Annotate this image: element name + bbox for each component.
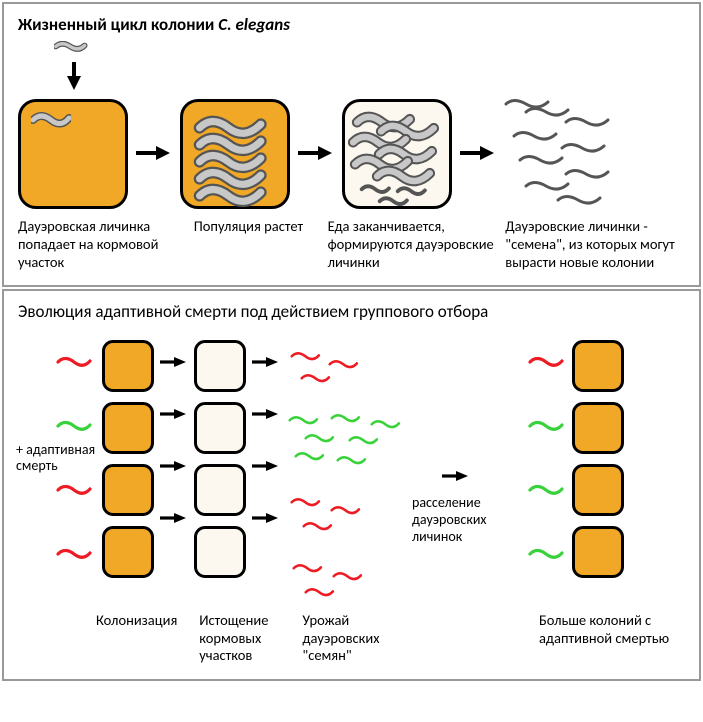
- panel2-bottom-labels: Колонизация Истощение кормовых участков …: [18, 612, 685, 664]
- lifecycle-row: [18, 99, 685, 209]
- stage2-box: [180, 99, 290, 209]
- patch-box: [102, 464, 154, 516]
- panel1-captions: Дауэровская личинка попадает на кормовой…: [18, 217, 685, 271]
- stage3-caption: Еда заканчивается, формируются дауэровск…: [328, 217, 498, 271]
- down-arrow-icon: [66, 62, 685, 97]
- dispersal-block: расселение дауэровских личинок: [412, 340, 522, 545]
- patch-box: [572, 464, 624, 516]
- panel2-title: Эволюция адаптивной смерти под действием…: [18, 301, 685, 322]
- output-worms-col: [528, 340, 566, 566]
- stage1-box: [18, 99, 128, 209]
- label-depletion: Истощение кормовых участков: [199, 612, 302, 664]
- patch-box: [572, 402, 624, 454]
- initial-larva: [54, 41, 685, 60]
- evolution-grid: + адаптивная смерть: [18, 340, 685, 606]
- panel1-title: Жизненный цикл колонии C. elegans: [18, 14, 685, 35]
- title-species: C. elegans: [218, 14, 290, 35]
- stage1-caption: Дауэровская личинка попадает на кормовой…: [18, 217, 178, 271]
- stage4-free-larvae: [504, 99, 624, 209]
- arrows-col-1: [160, 340, 188, 526]
- patch-box: [194, 340, 246, 392]
- arrow-icon: [136, 145, 172, 163]
- patch-box: [572, 526, 624, 578]
- patch-box: [102, 526, 154, 578]
- title-prefix: Жизненный цикл колонии: [18, 14, 218, 35]
- stage4-caption: Дауэровские личинки - "семена", из котор…: [505, 217, 685, 271]
- patch-box: [102, 402, 154, 454]
- colonization-col: [102, 340, 154, 578]
- stage3-box: [342, 99, 452, 209]
- patch-box: [572, 340, 624, 392]
- depletion-col: [194, 340, 246, 578]
- label-harvest: Урожай дауэровских "семян": [302, 612, 429, 664]
- stage2-caption: Популяция растет: [194, 217, 316, 271]
- label-result: Больше колоний с адаптивной смертью: [539, 612, 685, 664]
- panel-evolution: Эволюция адаптивной смерти под действием…: [2, 289, 701, 680]
- arrow-icon: [298, 145, 334, 163]
- result-col: [572, 340, 624, 578]
- patch-box: [194, 464, 246, 516]
- patch-box: [194, 402, 246, 454]
- arrows-col-2: [252, 340, 280, 526]
- patch-box: [194, 526, 246, 578]
- arrow-icon: [460, 145, 496, 163]
- panel-lifecycle: Жизненный цикл колонии C. elegans: [2, 2, 701, 287]
- label-colonization: Колонизация: [96, 612, 199, 664]
- input-worms-col: [56, 340, 94, 566]
- dispersal-label: расселение дауэровских личинок: [412, 495, 522, 545]
- yield-col: [286, 340, 406, 606]
- patch-box: [102, 340, 154, 392]
